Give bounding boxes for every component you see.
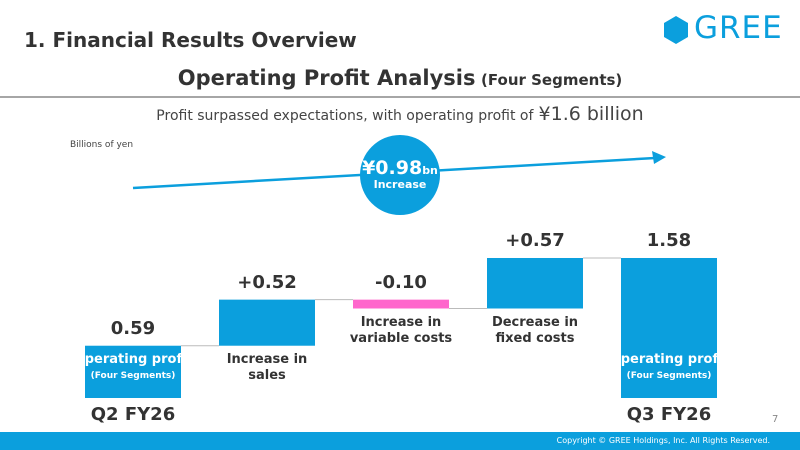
callout-circle — [360, 135, 440, 215]
category-name: Increase in variable costs — [349, 314, 453, 346]
section-title: 1. Financial Results Overview — [24, 28, 357, 52]
category-label: Increase in sales — [207, 352, 327, 384]
category-note: (Four Segments) — [90, 371, 176, 381]
title-note: (Four Segments) — [481, 71, 623, 89]
value-label: -0.10 — [375, 271, 427, 293]
chart-title: Operating Profit Analysis — [177, 66, 476, 90]
period-label: Q2 FY26 — [90, 404, 176, 425]
bar — [353, 299, 449, 309]
footer-bar — [0, 432, 800, 450]
category-label: Increase in variable costs — [341, 315, 461, 347]
bar — [85, 345, 181, 398]
category-name: Decrease in fixed costs — [491, 314, 579, 346]
category-name: Operating profit — [609, 352, 729, 367]
bar — [621, 257, 717, 398]
period-label: Q3 FY26 — [626, 404, 712, 425]
title-row: Operating Profit Analysis (Four Segments… — [0, 66, 800, 90]
bar — [219, 299, 315, 346]
copyright: Copyright © GREE Holdings, Inc. All Righ… — [556, 436, 770, 445]
callout: ¥0.98bn Increase — [360, 157, 440, 191]
subtitle-highlight: ¥1.6 billion — [538, 103, 644, 125]
category-label: Operating profit (Four Segments) — [609, 352, 729, 384]
callout-text: Increase — [373, 178, 427, 191]
category-name: Increase in sales — [226, 351, 308, 383]
value-label: +0.52 — [237, 271, 297, 293]
value-label: +0.57 — [505, 229, 565, 251]
subtitle-row: Profit surpassed expectations, with oper… — [0, 103, 800, 125]
callout-value: ¥0.98 — [362, 157, 423, 179]
logo-mark — [664, 16, 688, 44]
category-label: Operating profit (Four Segments) — [73, 352, 193, 384]
callout-unit: bn — [422, 164, 438, 177]
arrow-head — [652, 151, 666, 164]
category-note: (Four Segments) — [626, 371, 712, 381]
unit-label: Billions of yen — [70, 140, 134, 150]
category-label: Decrease in fixed costs — [475, 315, 595, 347]
value-label: 1.58 — [646, 229, 692, 251]
value-label: 0.59 — [110, 317, 156, 339]
subtitle: Profit surpassed expectations, with oper… — [156, 108, 534, 124]
category-name: Operating profit — [73, 352, 193, 367]
bar — [487, 257, 583, 309]
logo-text: GREE — [694, 10, 783, 46]
page-number: 7 — [772, 414, 779, 425]
